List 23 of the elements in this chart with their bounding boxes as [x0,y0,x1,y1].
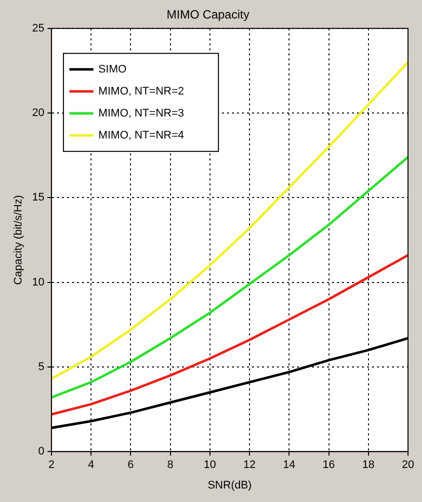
legend-label: MIMO, NT=NR=2 [98,85,184,98]
x-tick-label: 20 [402,459,414,472]
x-tick-label: 4 [88,459,94,472]
y-axis-title: Capacity (bit/s/Hz) [12,195,25,285]
legend-label: MIMO, NT=NR=3 [98,107,184,120]
x-axis-title: SNR(dB) [208,479,252,492]
y-tick-label: 10 [32,276,44,288]
x-tick-label: 8 [167,459,174,472]
legend-label: MIMO, NT=NR=4 [98,129,184,142]
y-tick-label: 5 [38,360,44,373]
y-tick-label: 25 [32,22,44,34]
x-tick-label: 6 [128,459,134,472]
y-tick-label: 0 [38,446,44,458]
x-tick-label: 16 [322,459,335,472]
y-tick-label: 20 [32,107,44,120]
x-tick-label: 14 [283,459,296,472]
x-tick-label: 10 [204,459,216,472]
x-tick-label: 12 [243,459,256,472]
chart-title: MIMO Capacity [166,8,250,22]
x-tick-label: 18 [362,459,375,472]
y-tick-label: 15 [32,192,44,204]
legend-label: SIMO [98,63,127,76]
x-tick-label: 2 [48,459,54,472]
